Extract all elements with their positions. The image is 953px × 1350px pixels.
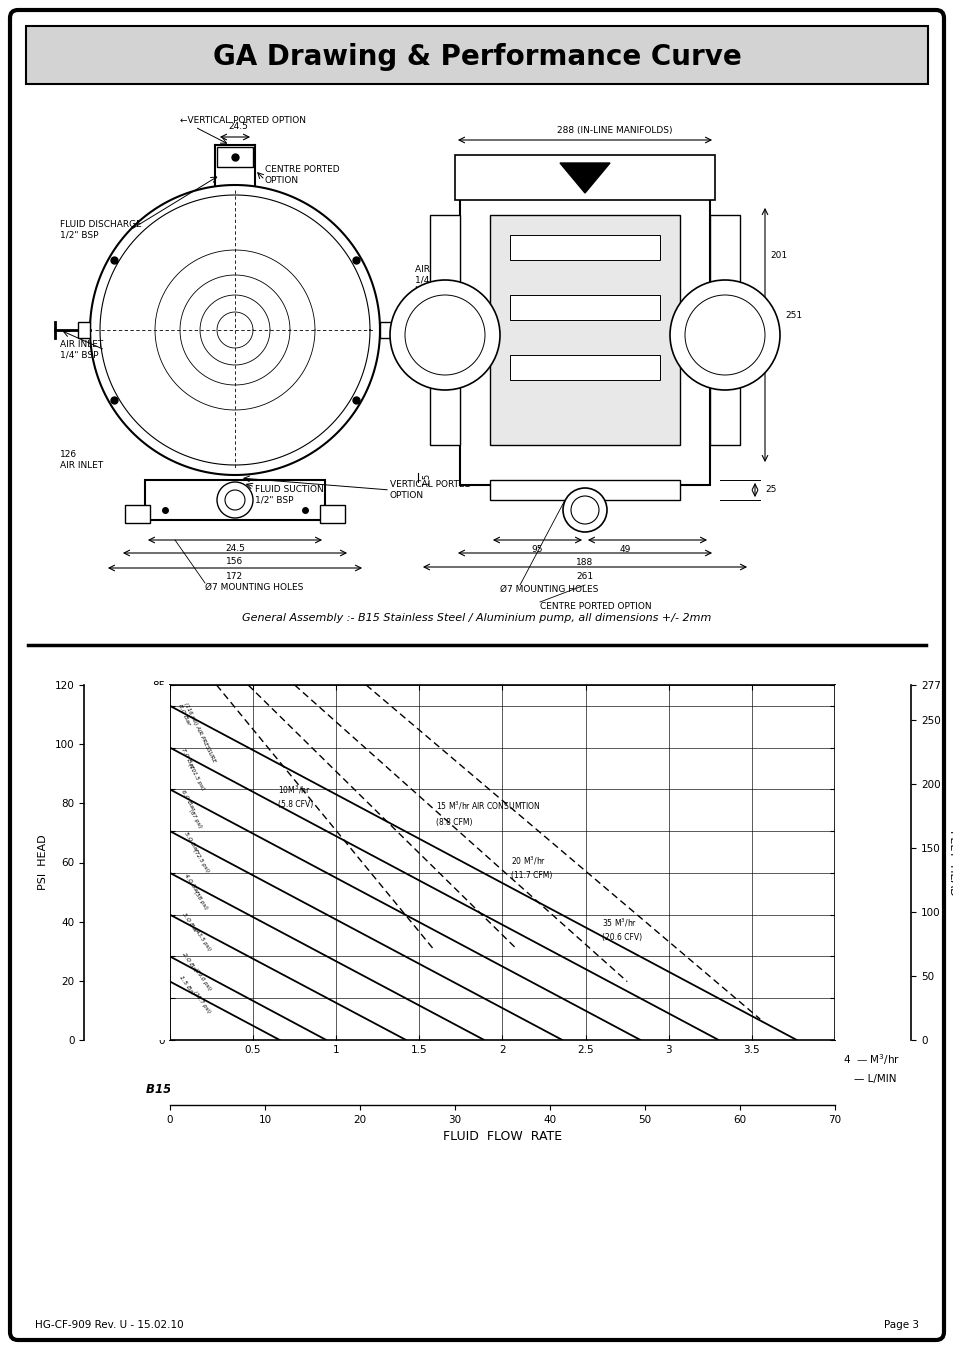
Text: 10M$^3$/hr: 10M$^3$/hr bbox=[277, 783, 311, 795]
Text: 7.0 Bar: 7.0 Bar bbox=[180, 747, 194, 769]
Text: 24.5: 24.5 bbox=[228, 122, 248, 131]
Text: General Assembly :- B15 Stainless Steel / Aluminium pump, all dimensions +/- 2mm: General Assembly :- B15 Stainless Steel … bbox=[242, 613, 711, 622]
Circle shape bbox=[669, 279, 780, 390]
Text: 261: 261 bbox=[576, 572, 593, 580]
Bar bbox=[490, 215, 679, 446]
Y-axis label: METRES  HEAD: METRES HEAD bbox=[136, 821, 146, 904]
Text: 35 M$^3$/hr: 35 M$^3$/hr bbox=[601, 917, 637, 929]
Bar bbox=[319, 505, 345, 522]
FancyBboxPatch shape bbox=[10, 9, 943, 1341]
Text: 188: 188 bbox=[576, 558, 593, 567]
Text: AIR INLET
1/4" BSP: AIR INLET 1/4" BSP bbox=[60, 340, 103, 359]
Bar bbox=[510, 296, 659, 320]
Bar bbox=[216, 147, 253, 167]
X-axis label: FLUID  FLOW  RATE: FLUID FLOW RATE bbox=[442, 1130, 561, 1143]
Text: 20 M$^3$/hr: 20 M$^3$/hr bbox=[510, 855, 545, 867]
Y-axis label: PSI  HEAD: PSI HEAD bbox=[38, 834, 48, 890]
Bar bbox=[455, 155, 714, 200]
Bar bbox=[26, 26, 927, 84]
Text: 2.0 Bar: 2.0 Bar bbox=[181, 952, 198, 973]
Text: (11.7 CFM): (11.7 CFM) bbox=[510, 871, 552, 880]
Text: Ø7 MOUNTING HOLES: Ø7 MOUNTING HOLES bbox=[205, 583, 303, 593]
Text: FLUID SUCTION
1/2" BSP: FLUID SUCTION 1/2" BSP bbox=[254, 485, 323, 505]
Text: 49: 49 bbox=[618, 545, 630, 554]
Text: (29.0 psi): (29.0 psi) bbox=[193, 968, 213, 992]
Text: 5.0 Bar: 5.0 Bar bbox=[183, 830, 199, 853]
Text: B15 & X15 Metallic Pump Performance Curve, performance based on water at ambient: B15 & X15 Metallic Pump Performance Curv… bbox=[146, 1084, 807, 1096]
Text: FLUID DISCHARGE
1/2" BSP: FLUID DISCHARGE 1/2" BSP bbox=[60, 220, 142, 240]
Text: 25: 25 bbox=[764, 486, 776, 494]
Text: 288 (IN-LINE MANIFOLDS): 288 (IN-LINE MANIFOLDS) bbox=[557, 126, 672, 135]
Text: 15 M$^3$/hr AIR CONSUMTION: 15 M$^3$/hr AIR CONSUMTION bbox=[436, 801, 540, 813]
Text: (43.5 psi): (43.5 psi) bbox=[193, 927, 212, 952]
Text: GA Drawing & Performance Curve: GA Drawing & Performance Curve bbox=[213, 43, 740, 72]
Text: (21.7 psi): (21.7 psi) bbox=[192, 991, 211, 1014]
Bar bbox=[510, 355, 659, 379]
Text: VERTICAL PORTED
OPTION: VERTICAL PORTED OPTION bbox=[390, 481, 471, 500]
Text: 1.5 Bar: 1.5 Bar bbox=[178, 975, 195, 996]
Text: 24.5: 24.5 bbox=[225, 544, 245, 554]
Bar bbox=[459, 185, 709, 485]
Text: 156: 156 bbox=[226, 558, 243, 566]
Text: 1.5: 1.5 bbox=[421, 472, 431, 486]
Text: (58 psi): (58 psi) bbox=[193, 890, 209, 910]
Text: 4.0 Bar: 4.0 Bar bbox=[183, 872, 200, 894]
Text: (116 psi) AIR PRESSURE: (116 psi) AIR PRESSURE bbox=[183, 702, 216, 764]
Text: 4  — M$^3$/hr: 4 — M$^3$/hr bbox=[842, 1053, 900, 1068]
Bar bbox=[490, 481, 679, 500]
Text: 6.0 Bar: 6.0 Bar bbox=[180, 788, 195, 811]
Text: 201: 201 bbox=[769, 251, 786, 259]
Circle shape bbox=[216, 482, 253, 518]
Text: — L/MIN: — L/MIN bbox=[853, 1075, 896, 1084]
Text: AIR EXHAUST
1/4" BSP
INSIDE CENTRE.: AIR EXHAUST 1/4" BSP INSIDE CENTRE. bbox=[415, 265, 486, 294]
Text: 251: 251 bbox=[784, 310, 801, 320]
Text: 3.0 Bar: 3.0 Bar bbox=[181, 913, 198, 934]
Text: CENTRE PORTED OPTION: CENTRE PORTED OPTION bbox=[539, 602, 651, 612]
Text: Ø7 MOUNTING HOLES: Ø7 MOUNTING HOLES bbox=[499, 585, 598, 594]
Bar bbox=[510, 235, 659, 261]
Text: (5.8 CFV): (5.8 CFV) bbox=[277, 799, 313, 809]
Text: (101.5 psi): (101.5 psi) bbox=[187, 763, 205, 791]
Text: (8.8 CFM): (8.8 CFM) bbox=[436, 818, 472, 828]
Text: ←VERTICAL PORTED OPTION: ←VERTICAL PORTED OPTION bbox=[180, 116, 306, 126]
Text: (20.6 CFV): (20.6 CFV) bbox=[601, 933, 641, 942]
Bar bbox=[125, 505, 150, 522]
Circle shape bbox=[390, 279, 499, 390]
Y-axis label: FEET  HEAD: FEET HEAD bbox=[947, 830, 953, 895]
Text: 172: 172 bbox=[226, 572, 243, 580]
Bar bbox=[430, 215, 459, 446]
Polygon shape bbox=[559, 163, 609, 193]
Text: 95: 95 bbox=[531, 545, 542, 554]
Bar bbox=[145, 481, 325, 520]
Bar bbox=[379, 323, 392, 338]
Text: 126
AIR INLET: 126 AIR INLET bbox=[60, 451, 103, 470]
Bar bbox=[78, 323, 90, 338]
Circle shape bbox=[562, 487, 606, 532]
Text: HG-CF-909 Rev. U - 15.02.10: HG-CF-909 Rev. U - 15.02.10 bbox=[35, 1320, 183, 1330]
Text: 8.0 Bar: 8.0 Bar bbox=[176, 703, 191, 725]
Text: CENTRE PORTED
OPTION: CENTRE PORTED OPTION bbox=[265, 165, 339, 185]
Text: (87 psi): (87 psi) bbox=[188, 809, 203, 829]
Text: Page 3: Page 3 bbox=[883, 1320, 918, 1330]
Bar bbox=[709, 215, 740, 446]
Text: (72.5 psi): (72.5 psi) bbox=[192, 848, 210, 873]
